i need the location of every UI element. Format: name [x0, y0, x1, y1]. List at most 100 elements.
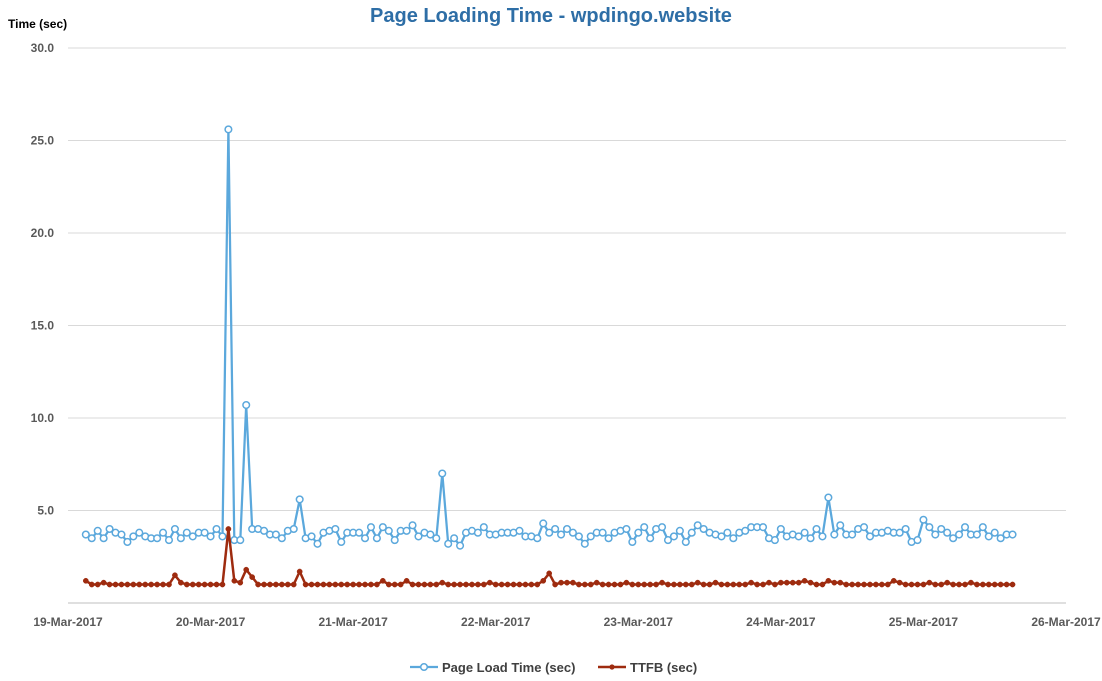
data-point [836, 521, 845, 530]
data-point [170, 524, 179, 534]
data-point [384, 526, 393, 535]
data-point [599, 581, 606, 588]
data-point [480, 581, 487, 588]
data-point [362, 581, 368, 588]
data-point [641, 581, 648, 588]
data-point [772, 581, 778, 588]
data-point [492, 581, 499, 588]
data-point [758, 523, 768, 532]
data-point [368, 581, 374, 588]
data-point [445, 581, 452, 588]
data-point [154, 581, 160, 588]
data-point [908, 581, 915, 588]
data-point [415, 581, 422, 588]
data-point [748, 579, 755, 586]
data-point [402, 526, 411, 535]
data-point [124, 581, 131, 588]
data-point [949, 534, 958, 543]
data-point [937, 524, 946, 534]
data-point [201, 581, 208, 588]
data-point [564, 579, 570, 586]
data-point [688, 581, 695, 588]
data-point [372, 534, 381, 543]
data-point [332, 581, 339, 588]
legend-label: Page Load Time (sec) [442, 660, 575, 675]
data-point [451, 581, 457, 588]
data-point [136, 581, 143, 588]
data-point [766, 579, 772, 586]
data-point [558, 579, 564, 586]
y-axis-title: Time (sec) [8, 17, 67, 31]
data-point [106, 581, 113, 588]
data-point [795, 579, 802, 586]
data-point [926, 579, 933, 586]
data-point [598, 528, 607, 537]
data-point [479, 523, 488, 532]
data-point [623, 579, 630, 586]
data-point [990, 528, 999, 537]
data-point [242, 401, 251, 410]
data-point [622, 524, 631, 534]
data-point [82, 577, 89, 584]
data-point [587, 581, 594, 588]
data-point [978, 523, 987, 532]
data-point [88, 581, 95, 588]
data-point [498, 581, 505, 588]
data-point [895, 528, 904, 537]
data-point [545, 528, 554, 537]
data-point [580, 539, 589, 548]
data-point [374, 581, 380, 588]
data-point [681, 537, 690, 547]
data-point [968, 579, 974, 586]
data-point [164, 536, 174, 545]
data-point [801, 577, 808, 584]
data-point [314, 581, 321, 588]
data-point [93, 526, 102, 535]
data-point [884, 581, 891, 588]
data-point [813, 581, 820, 588]
data-point [200, 528, 209, 537]
data-point [979, 581, 986, 588]
data-point [653, 581, 659, 588]
data-point [950, 581, 956, 588]
data-point [687, 528, 696, 537]
legend-item-ttfb: TTFB (sec) [598, 660, 697, 675]
data-point [848, 530, 857, 539]
data-point [617, 581, 624, 588]
x-tick-label: 23-Mar-2017 [604, 615, 674, 629]
data-point [123, 537, 132, 547]
data-point [112, 581, 119, 588]
y-tick-label: 30.0 [31, 41, 55, 55]
data-point [397, 581, 404, 588]
data-point [267, 581, 273, 588]
data-point [818, 532, 827, 541]
data-point [129, 532, 138, 541]
data-point [825, 577, 832, 584]
legend-item-page-load-time: Page Load Time (sec) [410, 660, 575, 675]
data-point [469, 581, 475, 588]
x-tick-label: 24-Mar-2017 [746, 615, 816, 629]
data-point [878, 581, 885, 588]
data-point [770, 536, 779, 545]
data-point [663, 536, 673, 545]
y-tick-label: 20.0 [31, 226, 55, 240]
data-point [724, 581, 731, 588]
data-point [717, 532, 726, 541]
legend-marker [609, 664, 615, 670]
data-point [344, 581, 351, 588]
data-point [249, 574, 256, 580]
data-point [677, 581, 683, 588]
data-point [87, 534, 96, 543]
data-point [812, 524, 821, 534]
data-point [1009, 581, 1016, 588]
data-point [355, 528, 364, 537]
data-point [178, 579, 184, 586]
data-point [142, 581, 149, 588]
data-point [504, 581, 511, 588]
data-point [1003, 581, 1010, 588]
data-point [925, 523, 934, 532]
data-point [540, 577, 547, 584]
data-point [457, 581, 463, 588]
data-point [279, 581, 285, 588]
data-point [231, 577, 238, 584]
